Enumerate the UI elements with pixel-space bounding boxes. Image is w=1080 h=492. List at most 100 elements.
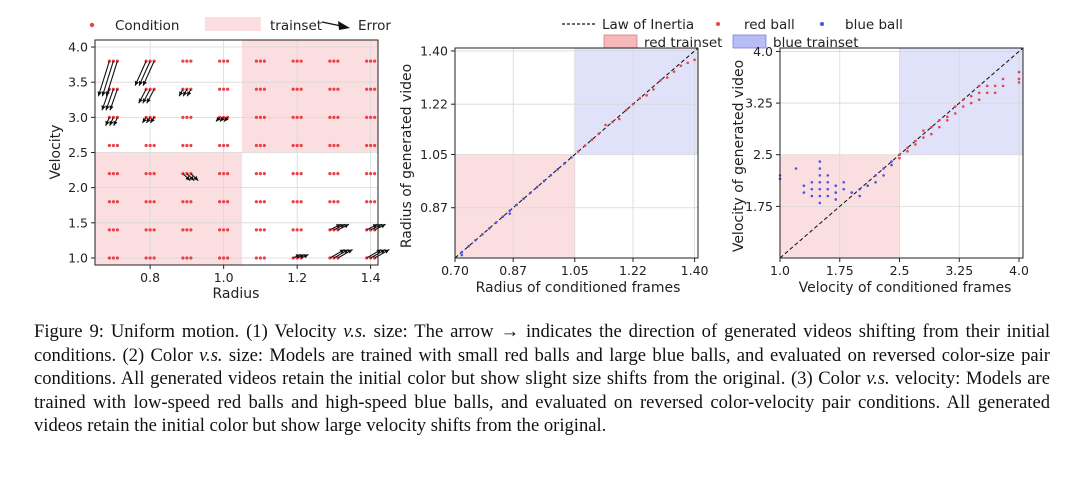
chart1-condition-point (218, 200, 222, 204)
chart1-condition-point (336, 200, 340, 204)
caption-part-2: size: The arrow → indicates the directio… (34, 321, 1050, 366)
chart2-blue-ball-point (460, 250, 464, 254)
chart1-ytick-label: 4.0 (68, 40, 88, 55)
chart3-blue-ball-point (802, 191, 806, 194)
chart1-velocity-vs-radius: 0.8 1.0 1.2 1.4 1.0 1.5 2.0 2.5 3.0 3.5 4.0 Radius… (48, 39, 390, 302)
chart1-error-arrowhead (303, 254, 309, 259)
chart1-ylabel: Velocity (48, 125, 64, 180)
chart1-condition-point (181, 115, 185, 119)
chart1-error-arrowhead (339, 224, 345, 229)
chart3-blue-ball-point (882, 167, 885, 170)
chart2-red-ball-point (576, 150, 580, 153)
chart1-error-arrow (101, 60, 114, 97)
chart1-condition-point (115, 200, 119, 204)
chart1-error-arrowhead (339, 249, 345, 254)
chart1-condition-point (262, 143, 266, 148)
chart3-red-ball-point (930, 132, 933, 136)
chart2-blue-ball-point (515, 203, 518, 207)
chart1-condition-point (299, 171, 303, 176)
chart1-condition-point (144, 171, 148, 176)
chart1-condition-point (258, 200, 262, 204)
chart1-condition-point (373, 143, 377, 148)
chart3-red-ball-point (946, 115, 949, 119)
chart1-condition-point (365, 143, 369, 148)
chart1-xtick-label: 0.8 (140, 270, 160, 285)
chart2-red-ball-point (638, 96, 642, 100)
chart3-red-ball-point (922, 129, 925, 132)
legend-red-trainset-swatch (603, 34, 638, 49)
chart1-condition-point (291, 200, 295, 204)
chart1-condition-point (291, 171, 295, 176)
chart1-xtick-label: 1.2 (287, 270, 307, 285)
chart1-condition-point (299, 115, 303, 119)
chart1-condition-point (328, 200, 332, 204)
chart1-error-arrowhead (193, 175, 199, 181)
chart2-red-ball-point (631, 102, 635, 106)
chart1-condition-point (148, 200, 152, 204)
chart1-condition-point (222, 87, 226, 91)
chart1-condition-point (365, 87, 369, 91)
chart1-condition-point (189, 115, 193, 119)
chart1-condition-point (328, 143, 332, 148)
chart1-condition-point (369, 171, 373, 176)
chart1-condition-point (369, 200, 373, 204)
chart2-red-ball-point (665, 76, 669, 79)
chart1-error-arrowhead (138, 98, 143, 104)
chart2-blue-ball-point (508, 209, 512, 212)
chart1-condition-point (144, 143, 148, 148)
chart3-xtick-label: 4.0 (1009, 263, 1029, 278)
chart3-red-ball-point (946, 118, 949, 122)
chart2-blue-ball-point (501, 215, 505, 218)
chart3-blue-ball-point (882, 174, 885, 177)
chart3-blue-ball-point (834, 191, 838, 194)
chart1-condition-point (328, 171, 332, 176)
chart1-error-arrowhead (109, 120, 114, 126)
chart3-ytick-label: 2.5 (753, 147, 773, 162)
chart1-condition-point (295, 171, 299, 176)
chart1-condition-point (336, 115, 340, 119)
chart1-condition-point (148, 228, 152, 232)
chart1-condition-point (185, 59, 189, 63)
chart1-condition-point (189, 143, 193, 148)
chart3-ytick-label: 3.25 (745, 96, 773, 111)
chart1-error-arrow (97, 60, 110, 97)
chart1-condition-point (189, 200, 193, 204)
chart3-red-ball-point (961, 98, 965, 101)
chart3-blue-ball-point (826, 174, 830, 177)
caption-part-1: Figure 9: Uniform motion. (1) Velocity (34, 321, 344, 342)
chart1-condition-point (115, 228, 119, 232)
chart1-condition-point (115, 143, 119, 148)
chart3-red-ball-point (938, 118, 941, 122)
chart1-condition-point (336, 59, 340, 63)
chart1-condition-point (332, 59, 336, 63)
chart1-condition-point (185, 228, 189, 232)
chart3-blue-ball-point (826, 187, 830, 191)
chart1-condition-point (222, 228, 226, 232)
chart1-error-arrowhead (347, 249, 353, 254)
chart1-condition-point (328, 87, 332, 91)
chart1-condition-point (111, 200, 115, 204)
chart2-blue-ball-point (535, 185, 539, 189)
legend-blue-ball-marker (820, 22, 824, 26)
chart1-condition-point (373, 200, 377, 204)
legend-law-label: Law of Inertia (602, 17, 694, 33)
chart1-ytick-label: 1.5 (68, 215, 88, 230)
chart3-red-ball-point (914, 143, 917, 146)
chart2-red-ball-point (652, 88, 655, 91)
chart1-error-arrowhead (219, 116, 225, 122)
chart1-error-arrowhead (142, 80, 147, 86)
chart3-red-ball-point (1017, 70, 1021, 74)
chart2-red-ball-point (645, 94, 648, 97)
chart1-condition-point (262, 87, 266, 91)
chart1-error-arrowhead (343, 224, 349, 229)
chart1-condition-point (299, 87, 303, 91)
chart1-condition-point (254, 200, 258, 204)
caption-part-3: size: Models are trained with small red … (34, 344, 1050, 390)
chart3-blue-ball-point (874, 174, 877, 177)
chart1-ytick-label: 2.0 (68, 180, 88, 195)
chart2-ytick-label: 1.22 (420, 97, 448, 112)
chart1-condition-point (148, 143, 152, 148)
chart1-condition-point (222, 256, 226, 260)
chart3-blue-ball-point (858, 194, 861, 198)
chart2-radius: 0.70 0.87 1.05 1.22 1.40 0.87 1.05 1.22 1.40 Rad… (399, 43, 709, 296)
